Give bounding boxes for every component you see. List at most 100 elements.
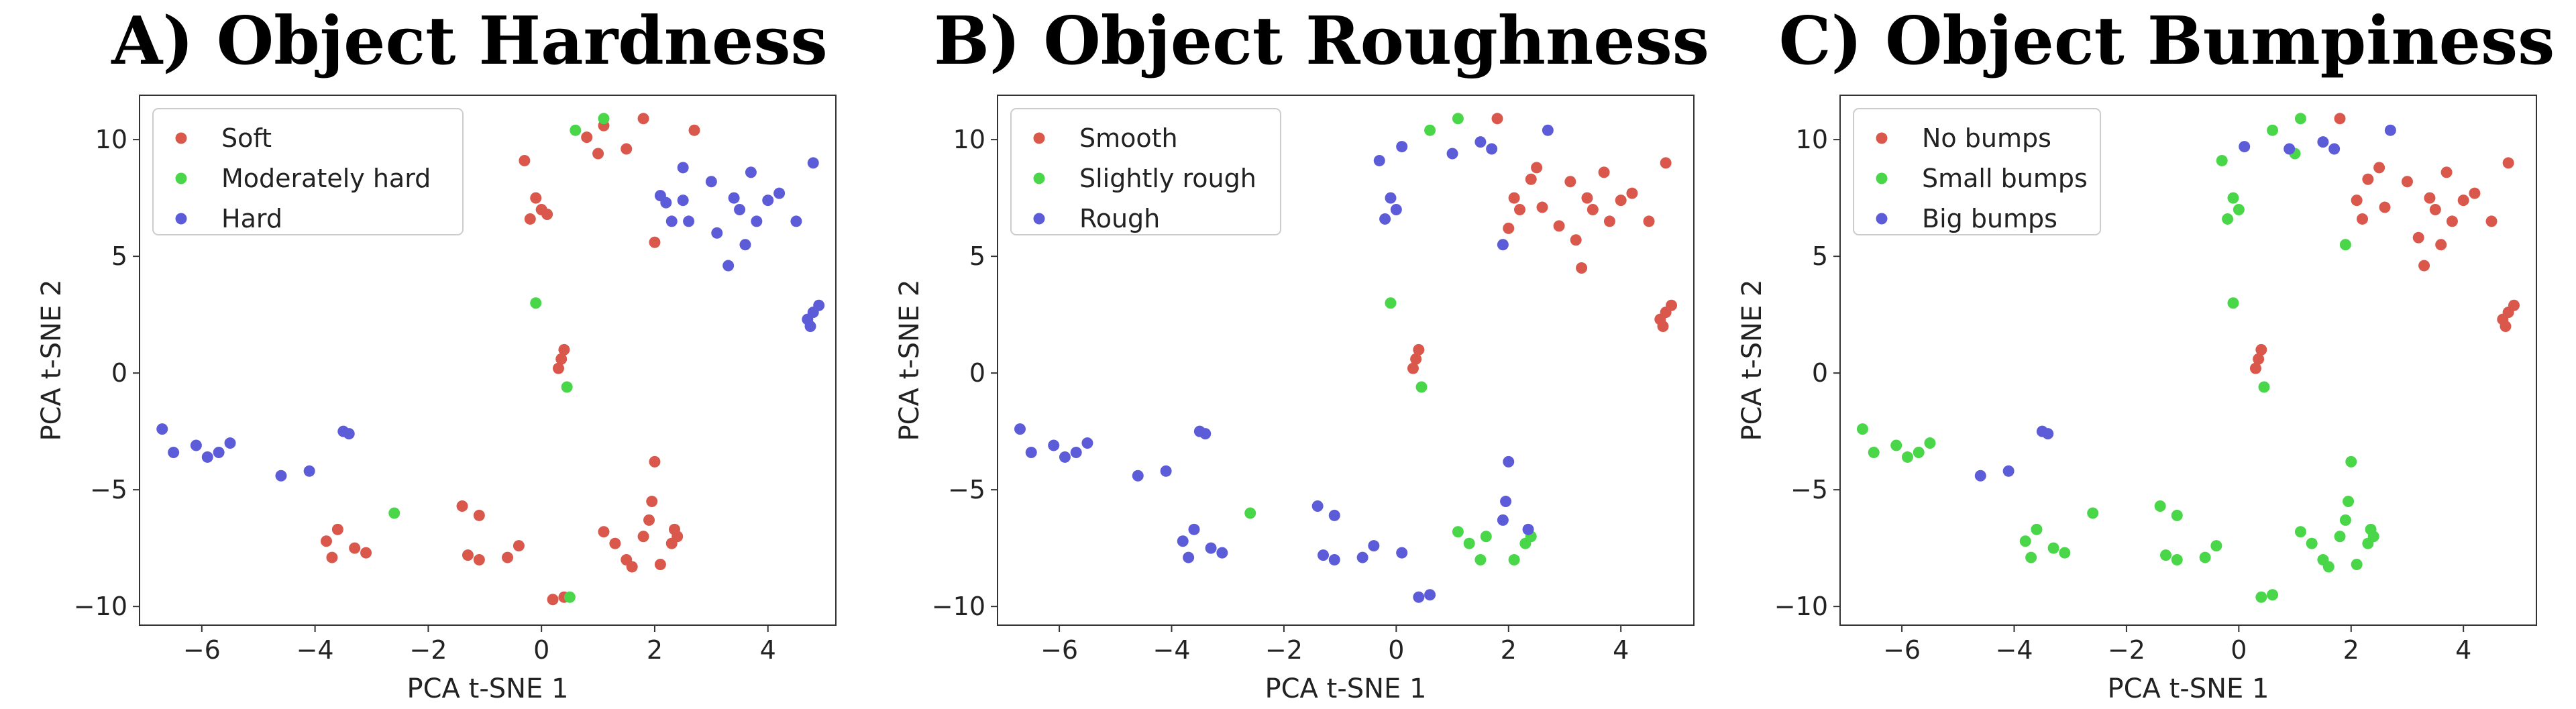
legend: Smooth Slightly rough Rough <box>1010 108 1281 235</box>
data-point <box>2031 523 2043 535</box>
y-tick-label: 10 <box>95 125 127 154</box>
data-point <box>2334 113 2346 125</box>
x-tick-label: 2 <box>2343 635 2359 665</box>
series-big-bumps <box>1974 124 2396 482</box>
data-point <box>1500 496 1512 508</box>
data-point <box>1497 514 1509 526</box>
data-point <box>1491 113 1503 125</box>
y-tick-label: −10 <box>74 592 127 621</box>
data-point <box>626 561 638 573</box>
data-point <box>2469 187 2481 199</box>
data-point <box>1924 437 1936 449</box>
legend-box <box>1853 108 2101 235</box>
data-point <box>2351 195 2363 207</box>
data-point <box>360 547 372 559</box>
x-tick-label: 4 <box>760 635 776 665</box>
data-point <box>2267 589 2279 601</box>
data-point <box>2412 231 2424 243</box>
data-point <box>2042 428 2054 440</box>
legend: Soft Moderately hard Hard <box>152 108 464 235</box>
y-tick-label: 0 <box>969 358 985 388</box>
data-point <box>1014 423 1026 435</box>
x-tick-label: 0 <box>2231 635 2247 665</box>
y-axis-label: PCA t-SNE 2 <box>36 280 67 441</box>
data-point <box>156 423 168 435</box>
data-point <box>646 496 658 508</box>
data-point <box>2401 176 2413 188</box>
chart-title: A) Object Hardness <box>111 3 827 80</box>
data-point <box>1643 215 1655 227</box>
data-point <box>2500 321 2512 333</box>
data-point <box>1183 551 1195 563</box>
legend-label: Small bumps <box>1922 164 2088 193</box>
data-point <box>1587 204 1599 216</box>
data-point <box>637 113 649 125</box>
data-point <box>547 594 559 606</box>
x-tick-label: −4 <box>297 635 334 665</box>
data-point <box>2087 507 2099 519</box>
data-point <box>1407 362 1419 374</box>
data-point <box>343 428 355 440</box>
data-point <box>1177 535 1189 547</box>
data-point <box>1657 321 1669 333</box>
data-point <box>1474 554 1487 566</box>
data-point <box>762 195 774 207</box>
x-tick-label: 0 <box>533 635 549 665</box>
data-point <box>1503 455 1515 468</box>
data-point <box>1244 507 1256 519</box>
legend-box <box>1010 108 1281 235</box>
data-point <box>1666 299 1678 311</box>
data-point <box>2508 299 2520 311</box>
y-tick-label: −5 <box>1790 475 1828 504</box>
data-point <box>621 143 633 155</box>
data-point <box>1413 591 1425 603</box>
data-point <box>1160 465 1172 477</box>
data-point <box>1901 451 1913 463</box>
data-point <box>1424 124 1436 136</box>
legend-label: Hard <box>221 204 282 233</box>
x-tick-label: 2 <box>647 635 663 665</box>
data-point <box>1536 201 1548 213</box>
data-point <box>2367 531 2379 543</box>
data-point <box>462 549 474 561</box>
data-point <box>1913 446 1925 458</box>
data-point <box>665 215 678 227</box>
data-point <box>2345 455 2357 468</box>
data-point <box>555 353 568 365</box>
data-point <box>570 124 582 136</box>
data-point <box>326 551 338 563</box>
data-point <box>2435 239 2447 251</box>
data-point <box>1132 470 1144 482</box>
data-point <box>734 204 746 216</box>
legend-box <box>152 108 464 235</box>
data-point <box>1373 154 1385 166</box>
y-tick-label: 0 <box>111 358 127 388</box>
data-point <box>1446 148 1458 160</box>
data-point <box>561 381 573 393</box>
data-point <box>2418 260 2430 272</box>
legend-label: Rough <box>1079 204 1160 233</box>
data-point <box>1615 195 1627 207</box>
legend-marker <box>1876 132 1888 144</box>
data-point <box>2457 195 2469 207</box>
data-point <box>1508 192 1520 204</box>
data-point <box>1598 166 1610 178</box>
data-point <box>1328 509 1340 521</box>
data-point <box>637 531 649 543</box>
legend-marker <box>175 132 187 144</box>
legend-marker <box>175 213 187 225</box>
data-point <box>1508 554 1520 566</box>
legend-marker <box>1876 172 1888 184</box>
x-tick-label: −6 <box>183 635 221 665</box>
data-point <box>2154 500 2166 512</box>
data-point <box>1059 451 1071 463</box>
x-tick-label: −2 <box>1265 635 1303 665</box>
data-point <box>190 439 202 451</box>
data-point <box>1311 500 1324 512</box>
data-point <box>303 465 315 477</box>
data-point <box>275 470 287 482</box>
data-point <box>2160 549 2172 561</box>
y-tick-label: −5 <box>90 475 127 504</box>
data-point <box>2216 154 2228 166</box>
data-point <box>1424 589 1436 601</box>
